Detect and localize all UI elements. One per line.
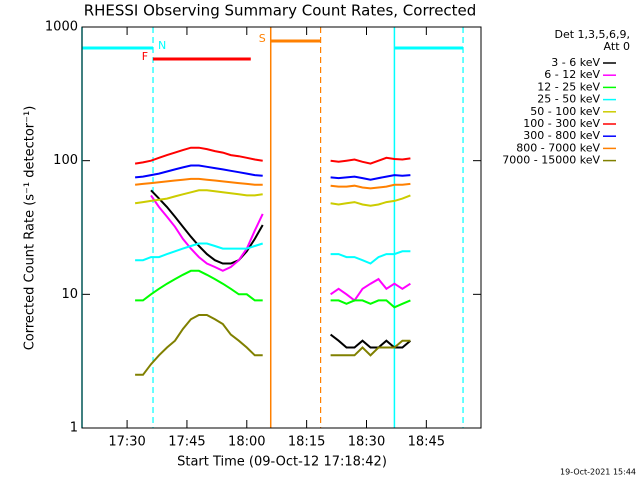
x-tick-label: 18:30 [348, 435, 385, 450]
x-tick-label: 18:15 [288, 435, 325, 450]
legend-label: 3 - 6 keV [551, 56, 600, 69]
legend-label: 50 - 100 keV [530, 105, 600, 118]
series-line [150, 189, 412, 349]
legend-label: 12 - 25 keV [537, 80, 600, 93]
flag-label: F [142, 50, 148, 63]
x-tick-label: 17:45 [168, 435, 205, 450]
series-line [134, 164, 411, 181]
y-tick-label: 1 [70, 421, 78, 436]
flag-label: S [259, 32, 266, 45]
legend-title: Att 0 [604, 40, 630, 53]
x-tick-label: 17:30 [108, 435, 145, 450]
footer: 19-Oct-2021 15:44 [560, 468, 636, 477]
flag-label: N [158, 39, 166, 52]
legend-label: 800 - 7000 keV [516, 141, 600, 154]
series-line [134, 177, 411, 190]
series-line [134, 189, 411, 207]
legend-title: Det 1,3,5,6,9, [554, 28, 630, 41]
x-tick-label: 18:00 [228, 435, 265, 450]
x-axis-label: Start Time (09-Oct-12 17:18:42) [177, 455, 387, 470]
y-tick-label: 100 [53, 153, 78, 168]
legend-label: 25 - 50 keV [537, 93, 600, 106]
y-axis-label: Corrected Count Rate (s⁻¹ detector⁻¹) [23, 106, 38, 351]
legend-label: 6 - 12 keV [544, 68, 600, 81]
y-tick-label: 1000 [45, 20, 78, 35]
series-line [135, 269, 411, 309]
legend-label: 7000 - 15000 keV [502, 154, 600, 167]
x-tick-label: 18:45 [408, 435, 445, 450]
series-line [134, 146, 411, 165]
chart-title: RHESSI Observing Summary Count Rates, Co… [84, 2, 477, 20]
legend-label: 100 - 300 keV [523, 117, 600, 130]
series-line [150, 194, 411, 302]
series-line [135, 314, 411, 376]
y-tick-label: 10 [61, 287, 78, 302]
legend-label: 300 - 800 keV [523, 129, 600, 142]
plot-frame [81, 26, 482, 429]
series-line [135, 242, 411, 265]
